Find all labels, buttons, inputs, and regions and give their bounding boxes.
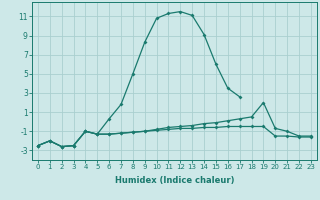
X-axis label: Humidex (Indice chaleur): Humidex (Indice chaleur): [115, 176, 234, 185]
